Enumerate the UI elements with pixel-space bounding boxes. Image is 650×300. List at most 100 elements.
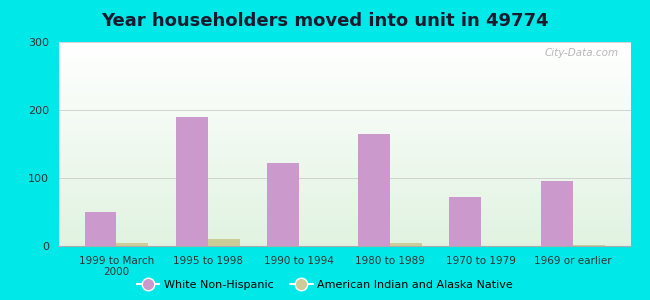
Bar [58,116,630,118]
Bar [58,60,630,62]
Bar [58,175,630,176]
Bar [58,107,630,108]
Bar [58,140,630,141]
Bar [58,211,630,212]
Bar [58,78,630,79]
Bar [58,91,630,92]
Bar [58,205,630,206]
Bar [58,200,630,201]
Bar [58,234,630,235]
Bar [84,212,116,246]
Bar [58,92,630,93]
Bar [176,117,207,246]
Bar [58,149,630,150]
Bar [58,128,630,129]
Bar [58,135,630,136]
Bar [58,76,630,77]
Bar [58,181,630,182]
Bar [58,137,630,138]
Bar [58,136,630,137]
Bar [58,106,630,107]
Bar [58,54,630,55]
Bar [58,210,630,211]
Bar [58,53,630,54]
Bar [58,113,630,114]
Bar [58,81,630,82]
Bar [58,152,630,153]
Bar [58,245,630,246]
Bar [58,100,630,101]
Bar [58,224,630,225]
Bar [58,225,630,226]
Bar [58,57,630,58]
Bar [58,70,630,72]
Bar [58,151,630,152]
Bar [58,206,630,207]
Bar [58,83,630,84]
Bar [58,236,630,237]
Text: City-Data.com: City-Data.com [545,48,619,58]
Bar [58,155,630,156]
Bar [58,223,630,224]
Bar [58,68,630,70]
Bar [58,72,630,73]
Bar [58,197,630,198]
Bar [58,75,630,76]
Bar [58,182,630,183]
Bar [58,43,630,44]
Bar [58,213,630,214]
Bar [58,65,630,67]
Bar [58,183,630,184]
Bar [58,118,630,119]
Bar [58,198,630,199]
Bar [58,55,630,56]
Bar [58,77,630,78]
Bar [58,49,630,50]
Bar [58,124,630,126]
Bar [58,132,630,133]
Bar [58,139,630,140]
Bar [58,52,630,53]
Bar [58,174,630,175]
Bar [58,50,630,51]
Bar [58,122,630,123]
Bar [58,96,630,97]
Bar [58,86,630,87]
Bar [58,185,630,186]
Bar [58,162,630,164]
Bar [58,226,630,228]
Bar [58,118,630,119]
Bar [58,56,630,57]
Bar [58,193,630,194]
Bar [58,164,630,165]
Bar [58,191,630,192]
Bar [58,73,630,74]
Bar [58,170,630,172]
Bar [58,212,630,213]
Bar [58,229,630,230]
Bar [58,195,630,196]
Bar [58,242,630,243]
Bar [58,119,630,121]
Bar [58,202,630,203]
Bar [58,97,630,98]
Bar [58,239,630,240]
Bar [58,46,630,47]
Bar [58,230,630,231]
Bar [58,235,630,236]
Bar [58,127,630,128]
Bar [58,156,630,157]
Bar [58,103,630,104]
Bar [58,143,630,144]
Bar [58,184,630,185]
Bar [58,154,630,155]
Bar [58,232,630,233]
Bar [58,204,630,205]
Bar [58,134,630,135]
Bar [58,89,630,90]
Bar [58,121,630,122]
Bar [58,192,630,193]
Bar [58,67,630,68]
Bar [58,101,630,102]
Bar [58,62,630,63]
